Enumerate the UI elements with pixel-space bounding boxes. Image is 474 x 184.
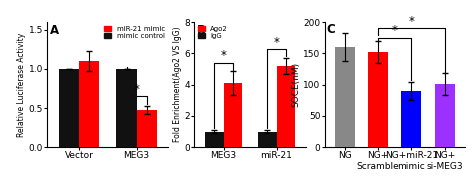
Bar bbox=[79, 61, 99, 147]
Y-axis label: SOCE(nM): SOCE(nM) bbox=[292, 62, 301, 107]
Y-axis label: Fold Enrichment(Ago2 VS IgG): Fold Enrichment(Ago2 VS IgG) bbox=[173, 27, 182, 142]
Text: *: * bbox=[273, 36, 280, 49]
Legend: Ago2, IgG: Ago2, IgG bbox=[198, 26, 228, 39]
Bar bbox=[368, 52, 388, 147]
Bar bbox=[59, 69, 79, 147]
Text: *: * bbox=[392, 24, 398, 37]
Bar bbox=[276, 66, 295, 147]
Bar bbox=[258, 132, 276, 147]
Text: A: A bbox=[50, 24, 59, 37]
Bar bbox=[401, 91, 421, 147]
Text: *: * bbox=[220, 49, 227, 62]
Text: C: C bbox=[327, 23, 335, 36]
Text: B: B bbox=[197, 24, 206, 37]
Bar bbox=[224, 83, 242, 147]
Bar bbox=[117, 69, 137, 147]
Y-axis label: Relative Luciferase Activity: Relative Luciferase Activity bbox=[17, 33, 26, 137]
Text: *: * bbox=[134, 83, 139, 96]
Bar bbox=[205, 132, 224, 147]
Bar bbox=[137, 110, 157, 147]
Text: *: * bbox=[408, 15, 414, 28]
Bar bbox=[435, 84, 455, 147]
Legend: miR-21 mimic, mimic control: miR-21 mimic, mimic control bbox=[104, 26, 165, 39]
Bar bbox=[335, 47, 355, 147]
